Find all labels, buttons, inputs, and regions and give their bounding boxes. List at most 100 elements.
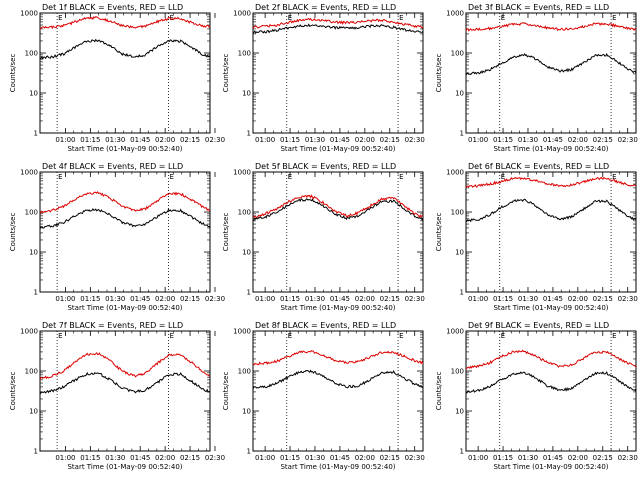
y-tick-label: 1 (460, 289, 464, 297)
y-tick-label: 1000 (20, 169, 38, 177)
lld-series-line (39, 191, 211, 214)
x-axis-label: Start Time (01-May-09 00:52:40) (493, 145, 608, 153)
x-tick-label: 01:15 (280, 454, 300, 462)
x-tick-label: 01:45 (130, 454, 150, 462)
panel-7: Det 7f BLACK = Events, RED = LLD 1 10 100 10… (9, 321, 225, 471)
x-tick-label: 01:45 (330, 295, 350, 303)
x-tick-label: 01:30 (105, 136, 125, 144)
x-tick-label: 02:30 (405, 454, 425, 462)
event-flag: E (399, 173, 403, 181)
x-tick-label: 01:45 (330, 454, 350, 462)
x-tick-label: 02:15 (380, 136, 400, 144)
y-tick-label: 1000 (233, 328, 251, 336)
lld-series-line (465, 22, 637, 32)
event-flag: E (288, 173, 292, 181)
x-tick-label: 01:15 (80, 454, 100, 462)
y-tick-label: 1000 (233, 169, 251, 177)
y-tick-label: 100 (25, 209, 38, 217)
panel-6: Det 6f BLACK = Events, RED = LLD 1 10 100 10… (435, 162, 638, 312)
y-tick-label: 1 (34, 130, 38, 138)
panel-2: Det 2f BLACK = Events, RED = LLD 1 10 100 10… (222, 3, 425, 153)
panel-title: Det 6f BLACK = Events, RED = LLD (468, 162, 609, 171)
x-tick-label: 01:45 (130, 136, 150, 144)
y-tick-label: 10 (455, 408, 464, 416)
y-tick-label: 10 (455, 90, 464, 98)
panel-title: Det 1f BLACK = Events, RED = LLD (42, 3, 183, 12)
panel-3: Det 3f BLACK = Events, RED = LLD 1 10 100 10… (435, 3, 638, 153)
lld-series-line (39, 16, 211, 30)
x-tick-label: 01:45 (543, 136, 563, 144)
event-flag: E (288, 332, 292, 340)
lld-series-line (39, 351, 211, 380)
y-tick-label: 100 (238, 50, 251, 58)
x-tick-label: 01:45 (330, 136, 350, 144)
x-tick-label: 02:15 (380, 454, 400, 462)
y-tick-label: 100 (451, 209, 464, 217)
lld-series-line (252, 349, 424, 366)
event-flag: E (169, 332, 173, 340)
panel-title: Det 3f BLACK = Events, RED = LLD (468, 3, 609, 12)
y-tick-label: 1000 (446, 169, 464, 177)
x-tick-label: 01:00 (55, 136, 75, 144)
x-tick-label: 01:00 (55, 295, 75, 303)
panel-1: Det 1f BLACK = Events, RED = LLD 1 10 100 10… (9, 3, 225, 153)
y-axis-label: Counts/sec (9, 372, 17, 411)
events-series-line (465, 52, 637, 76)
x-tick-label: 01:30 (518, 295, 538, 303)
x-axis-label: Start Time (01-May-09 00:52:40) (493, 463, 608, 471)
plot-frame (39, 12, 211, 134)
x-tick-label: 02:00 (568, 454, 588, 462)
events-series-line (252, 369, 423, 390)
x-tick-label: 01:45 (130, 295, 150, 303)
x-tick-label: 02:00 (155, 454, 175, 462)
x-tick-label: 01:00 (468, 295, 488, 303)
event-flag: E (288, 14, 292, 22)
y-tick-label: 1 (247, 448, 251, 456)
x-tick-label: 01:30 (518, 454, 538, 462)
x-axis-label: Start Time (01-May-09 00:52:40) (280, 304, 395, 312)
x-tick-label: 01:30 (305, 136, 325, 144)
y-tick-label: 10 (29, 249, 38, 257)
y-axis-label: Counts/sec (222, 213, 230, 252)
events-series-line (39, 371, 211, 395)
x-tick-label: 01:15 (493, 454, 513, 462)
x-tick-label: 02:30 (405, 295, 425, 303)
panel-9: Det 9f BLACK = Events, RED = LLD 1 10 100 10… (435, 321, 638, 471)
x-axis-label: Start Time (01-May-09 00:52:40) (67, 304, 182, 312)
event-flag: E (501, 173, 505, 181)
plot-frame (465, 171, 637, 293)
panel-4: Det 4f BLACK = Events, RED = LLD 1 10 100 10… (9, 162, 225, 312)
x-tick-label: 02:30 (618, 454, 638, 462)
x-tick-label: 02:30 (618, 136, 638, 144)
x-tick-label: 02:30 (618, 295, 638, 303)
event-flag: E (612, 173, 616, 181)
panel-5: Det 5f BLACK = Events, RED = LLD 1 10 100 10… (222, 162, 425, 312)
plot-frame (465, 330, 637, 452)
y-tick-label: 1 (34, 448, 38, 456)
event-flag: E (501, 14, 505, 22)
x-tick-label: 02:30 (205, 136, 225, 144)
event-flag: E (58, 332, 62, 340)
x-tick-label: 01:00 (255, 454, 275, 462)
x-axis-label: Start Time (01-May-09 00:52:40) (67, 145, 182, 153)
lld-series-line (465, 176, 637, 189)
panel-title: Det 8f BLACK = Events, RED = LLD (255, 321, 396, 330)
x-axis-label: Start Time (01-May-09 00:52:40) (493, 304, 608, 312)
x-tick-label: 02:15 (180, 454, 200, 462)
x-tick-label: 01:00 (255, 295, 275, 303)
x-axis-label: Start Time (01-May-09 00:52:40) (67, 463, 182, 471)
panel-title: Det 4f BLACK = Events, RED = LLD (42, 162, 183, 171)
x-tick-label: 02:30 (405, 136, 425, 144)
y-tick-label: 1000 (446, 328, 464, 336)
panel-title: Det 5f BLACK = Events, RED = LLD (255, 162, 396, 171)
x-tick-label: 02:00 (355, 295, 375, 303)
x-tick-label: 01:30 (305, 454, 325, 462)
events-series-line (39, 38, 210, 60)
y-tick-label: 1000 (446, 10, 464, 18)
events-series-line (465, 198, 637, 223)
x-tick-label: 02:15 (593, 295, 613, 303)
x-tick-label: 01:30 (105, 295, 125, 303)
event-flag: E (58, 173, 62, 181)
plot-frame (252, 12, 424, 134)
